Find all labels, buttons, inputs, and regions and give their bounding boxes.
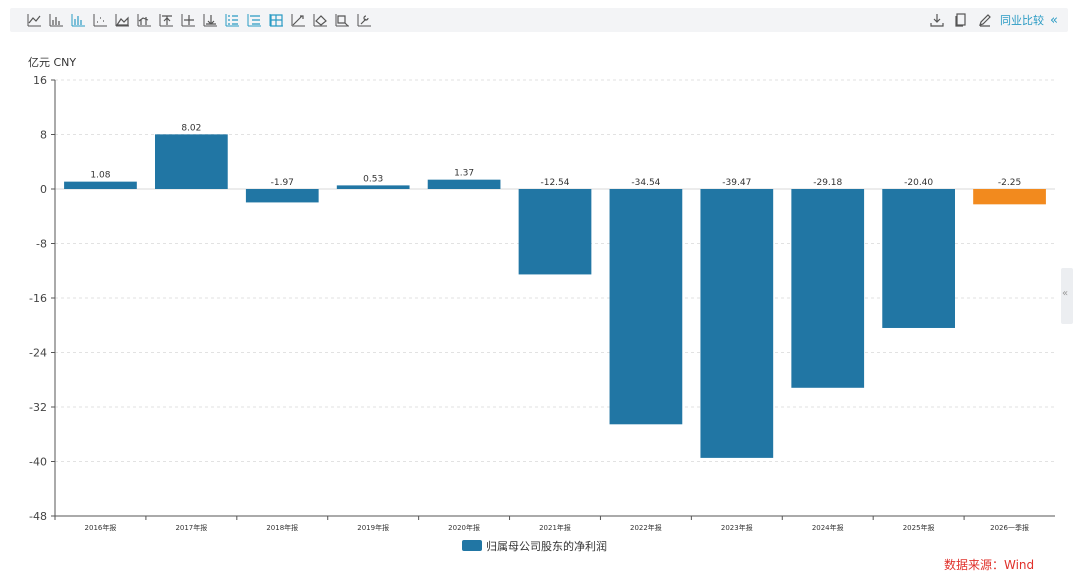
x-tick-label: 2023年报 — [721, 523, 753, 532]
y-tick-label: -24 — [29, 347, 47, 360]
legend[interactable]: 归属母公司股东的净利润 — [462, 539, 607, 553]
y-tick-label: -48 — [29, 510, 47, 523]
side-panel-toggle[interactable]: « — [1061, 268, 1073, 324]
bar[interactable] — [155, 134, 228, 189]
bar-chart-icon[interactable] — [49, 14, 63, 27]
data-label: -39.47 — [722, 178, 751, 188]
grouped-bar-icon[interactable] — [71, 14, 85, 27]
x-tick-label: 2022年报 — [630, 523, 662, 532]
wrench-icon[interactable] — [357, 14, 371, 27]
bar[interactable] — [336, 185, 410, 189]
peer-compare-button[interactable]: 同业比较 — [1000, 14, 1045, 27]
data-label: 1.37 — [454, 169, 474, 179]
legend-swatch — [462, 540, 482, 551]
bar[interactable] — [791, 189, 865, 388]
expand-icon: « — [1062, 288, 1069, 299]
area-chart-icon[interactable] — [115, 14, 129, 27]
legend-label: 归属母公司股东的净利润 — [486, 539, 607, 553]
y-tick-label: 16 — [33, 74, 47, 87]
line-chart-icon[interactable] — [27, 14, 41, 27]
toolbar-left-group — [26, 10, 386, 30]
collapse-icon[interactable]: « — [1050, 12, 1058, 28]
bar[interactable] — [973, 189, 1046, 205]
y-tick-label: 0 — [40, 183, 47, 196]
list-icon[interactable] — [225, 14, 239, 27]
trend-line-icon[interactable] — [291, 14, 305, 27]
y-tick-label: -8 — [36, 238, 47, 251]
align-bottom-icon[interactable] — [203, 14, 217, 27]
x-axis-ticks: 2016年报 2017年报 2018年报 2019年报 2020年报 2021年报 2022… — [54, 515, 1055, 532]
x-tick-label: 2026一季报 — [990, 523, 1029, 532]
y-tick-label: -32 — [29, 401, 47, 414]
data-source-label: 数据来源：Wind — [944, 558, 1035, 572]
x-tick-label: 2020年报 — [448, 523, 480, 532]
align-top-icon[interactable] — [159, 14, 173, 27]
x-tick-label: 2025年报 — [903, 523, 935, 532]
data-label: -29.18 — [813, 178, 842, 188]
data-label: -1.97 — [271, 178, 294, 188]
data-label: 1.08 — [90, 171, 110, 181]
zoom-icon[interactable] — [335, 14, 349, 27]
x-tick-label: 2021年报 — [539, 523, 571, 532]
download-icon[interactable] — [928, 11, 946, 29]
x-tick-label: 2024年报 — [812, 523, 844, 532]
table-icon[interactable] — [269, 14, 283, 27]
align-middle-icon[interactable] — [181, 14, 195, 27]
bar[interactable] — [245, 189, 319, 203]
bar-line-icon[interactable] — [137, 14, 151, 27]
y-axis-unit-label: 亿元 CNY — [28, 56, 76, 69]
x-tick-label: 2019年报 — [357, 523, 389, 532]
data-label: -2.25 — [998, 178, 1021, 188]
y-tick-label: -40 — [29, 456, 47, 469]
x-tick-label: 2017年报 — [175, 523, 207, 532]
bars-group: 1.08 8.02 -1.97 0.53 1.37 -12.54 -34.54 -39.47 -… — [64, 123, 1046, 458]
fill-bucket-icon[interactable] — [313, 14, 327, 27]
bar[interactable] — [882, 189, 955, 328]
x-tick-label: 2016年报 — [85, 523, 117, 532]
chart-toolbar: 同业比较 « — [10, 8, 1068, 32]
data-label: 0.53 — [363, 174, 383, 184]
bar[interactable] — [64, 181, 137, 189]
bar[interactable] — [518, 189, 592, 275]
edit-icon[interactable] — [976, 11, 994, 29]
x-tick-label: 2018年报 — [266, 523, 298, 532]
bar[interactable] — [700, 189, 774, 458]
data-label: -34.54 — [631, 178, 660, 188]
copy-icon[interactable] — [952, 11, 970, 29]
y-axis-ticks: 16 8 0 -8 -16 -24 -32 -40 -48 — [29, 74, 56, 523]
y-tick-label: -16 — [29, 292, 47, 305]
data-label: -12.54 — [540, 178, 569, 188]
scatter-icon[interactable] — [93, 14, 107, 27]
data-label: 8.02 — [181, 123, 201, 133]
y-tick-label: 8 — [40, 129, 47, 142]
list-indent-icon[interactable] — [247, 14, 261, 27]
data-label: -20.40 — [904, 178, 933, 188]
toolbar-right-group: 同业比较 « — [928, 10, 1058, 30]
bar[interactable] — [427, 179, 501, 189]
bar[interactable] — [609, 189, 683, 425]
